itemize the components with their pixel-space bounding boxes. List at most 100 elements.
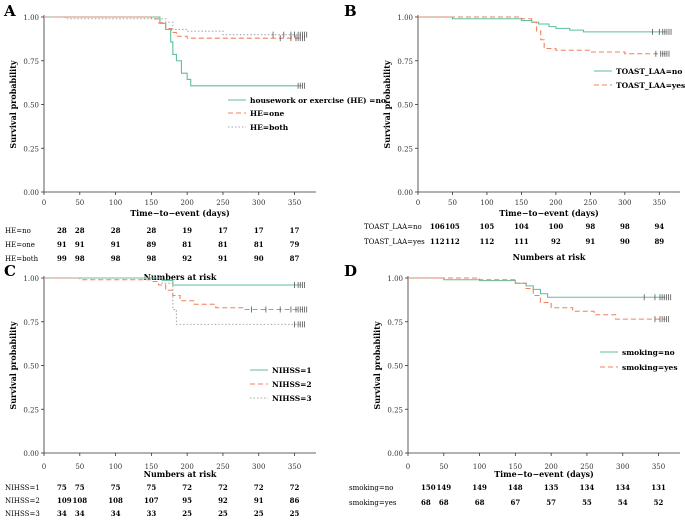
risk-value: 91 xyxy=(585,237,595,246)
legend-entry: smoking=yes xyxy=(622,363,678,372)
risk-value: 109 xyxy=(57,496,72,505)
x-axis-label: Time−to−event (days) xyxy=(130,208,230,218)
risk-value: 75 xyxy=(57,483,67,492)
risk-value: 54 xyxy=(618,498,628,507)
risk-value: 106 xyxy=(430,222,445,231)
risk-value: 34 xyxy=(57,509,67,518)
risk-row-label: NIHSS=3 xyxy=(5,510,40,518)
x-tick-label: 350 xyxy=(288,199,301,207)
risk-value: 57 xyxy=(546,498,556,507)
risk-value: 94 xyxy=(654,222,664,231)
x-tick-label: 50 xyxy=(448,199,457,207)
series-he-both-line xyxy=(44,16,302,36)
risk-value: 105 xyxy=(445,222,460,231)
panel-d: D 0.00 0.25 0.50 0.75 1.00 0 50 100 150 200 250 300 3… xyxy=(344,262,680,507)
x-tick-label: 150 xyxy=(515,199,528,207)
risk-value: 135 xyxy=(544,483,559,492)
series-nihss-3-group xyxy=(44,277,305,328)
risk-value: 17 xyxy=(218,226,228,235)
x-tick-label: 300 xyxy=(252,463,265,471)
panel-letter: A xyxy=(3,2,16,20)
y-tick-label: 1.00 xyxy=(387,275,403,283)
legend-entry: TOAST_LAA=yes xyxy=(616,81,685,90)
legend-entry: smoking=no xyxy=(622,348,675,357)
x-tick-label: 0 xyxy=(42,199,46,207)
x-tick-label: 100 xyxy=(480,199,493,207)
risk-value: 148 xyxy=(508,483,523,492)
y-axis-label: Survival probability xyxy=(382,60,392,148)
y-tick-label: 0.25 xyxy=(23,145,39,153)
series-toast-laa-yes-line xyxy=(418,16,667,55)
risk-value: 68 xyxy=(421,498,431,507)
risk-row-label: HE=one xyxy=(5,241,35,249)
x-tick-label: 50 xyxy=(75,463,84,471)
risk-value: 33 xyxy=(146,509,156,518)
risk-row-label: TOAST_LAA=yes xyxy=(364,238,425,246)
risk-value: 81 xyxy=(218,240,228,249)
risk-value: 72 xyxy=(290,483,300,492)
series-smoking-yes-group xyxy=(408,277,669,323)
risk-row-label: TOAST_LAA=no xyxy=(364,223,422,231)
x-tick-label: 300 xyxy=(616,463,629,471)
y-tick-label: 1.00 xyxy=(23,14,39,22)
risk-value: 95 xyxy=(182,496,192,505)
risk-value: 25 xyxy=(254,509,264,518)
y-axis-label: Survival probability xyxy=(372,321,382,409)
series-smoking-no-group xyxy=(408,277,672,301)
risk-value: 98 xyxy=(585,222,595,231)
y-tick-label: 1.00 xyxy=(23,275,39,283)
risk-value: 98 xyxy=(75,254,85,263)
y-tick-label: 0.00 xyxy=(387,450,403,458)
x-tick-label: 250 xyxy=(580,463,593,471)
risk-value: 19 xyxy=(182,226,192,235)
series-toast-laa-no-group xyxy=(418,16,672,35)
x-tick-label: 200 xyxy=(544,463,557,471)
x-tick-label: 300 xyxy=(252,199,265,207)
x-tick-label: 200 xyxy=(549,199,562,207)
series-housework-or-exercise-he-no-line xyxy=(44,16,302,87)
risk-value: 91 xyxy=(111,240,121,249)
risk-value: 112 xyxy=(445,237,460,246)
y-tick-label: 0.75 xyxy=(23,319,39,327)
panel-b: B 0.00 0.25 0.50 0.75 1.00 0 50 100 150 200 250 300 3… xyxy=(344,2,685,262)
legend-entry: NIHSS=1 xyxy=(272,366,312,375)
y-axis-label: Survival probability xyxy=(8,321,18,409)
risk-value: 92 xyxy=(218,496,228,505)
panel-letter: D xyxy=(344,262,357,280)
y-tick-label: 0.75 xyxy=(397,58,413,66)
y-tick-label: 0.75 xyxy=(387,319,403,327)
x-tick-label: 150 xyxy=(145,463,158,471)
risk-value: 112 xyxy=(480,237,495,246)
risk-row-label: HE=no xyxy=(5,227,31,235)
risk-value: 75 xyxy=(75,483,85,492)
x-tick-label: 150 xyxy=(509,463,522,471)
risk-value: 98 xyxy=(146,254,156,263)
x-tick-label: 0 xyxy=(42,463,46,471)
x-axis-label: Time−to−event (days) xyxy=(499,208,599,218)
risk-value: 98 xyxy=(111,254,121,263)
y-tick-label: 0.25 xyxy=(397,145,413,153)
y-tick-label: 0.00 xyxy=(397,189,413,197)
risk-value: 17 xyxy=(290,226,300,235)
y-axis-label: Survival probability xyxy=(8,60,18,148)
risk-value: 149 xyxy=(436,483,451,492)
x-tick-label: 50 xyxy=(439,463,448,471)
x-tick-label: 350 xyxy=(653,199,666,207)
risk-value: 92 xyxy=(551,237,561,246)
risk-value: 99 xyxy=(57,254,67,263)
series-nihss-3-line xyxy=(44,277,302,325)
x-tick-label: 250 xyxy=(216,199,229,207)
risk-value: 131 xyxy=(651,483,666,492)
risk-value: 104 xyxy=(514,222,529,231)
risk-value: 86 xyxy=(290,496,300,505)
risk-value: 91 xyxy=(218,254,228,263)
risk-value: 28 xyxy=(75,226,85,235)
risk-value: 90 xyxy=(254,254,264,263)
x-tick-label: 200 xyxy=(180,199,193,207)
risk-value: 81 xyxy=(254,240,264,249)
risk-value: 111 xyxy=(514,237,529,246)
y-tick-label: 0.50 xyxy=(23,363,39,371)
risk-row-label: NIHSS=2 xyxy=(5,497,40,505)
risk-value: 134 xyxy=(615,483,630,492)
